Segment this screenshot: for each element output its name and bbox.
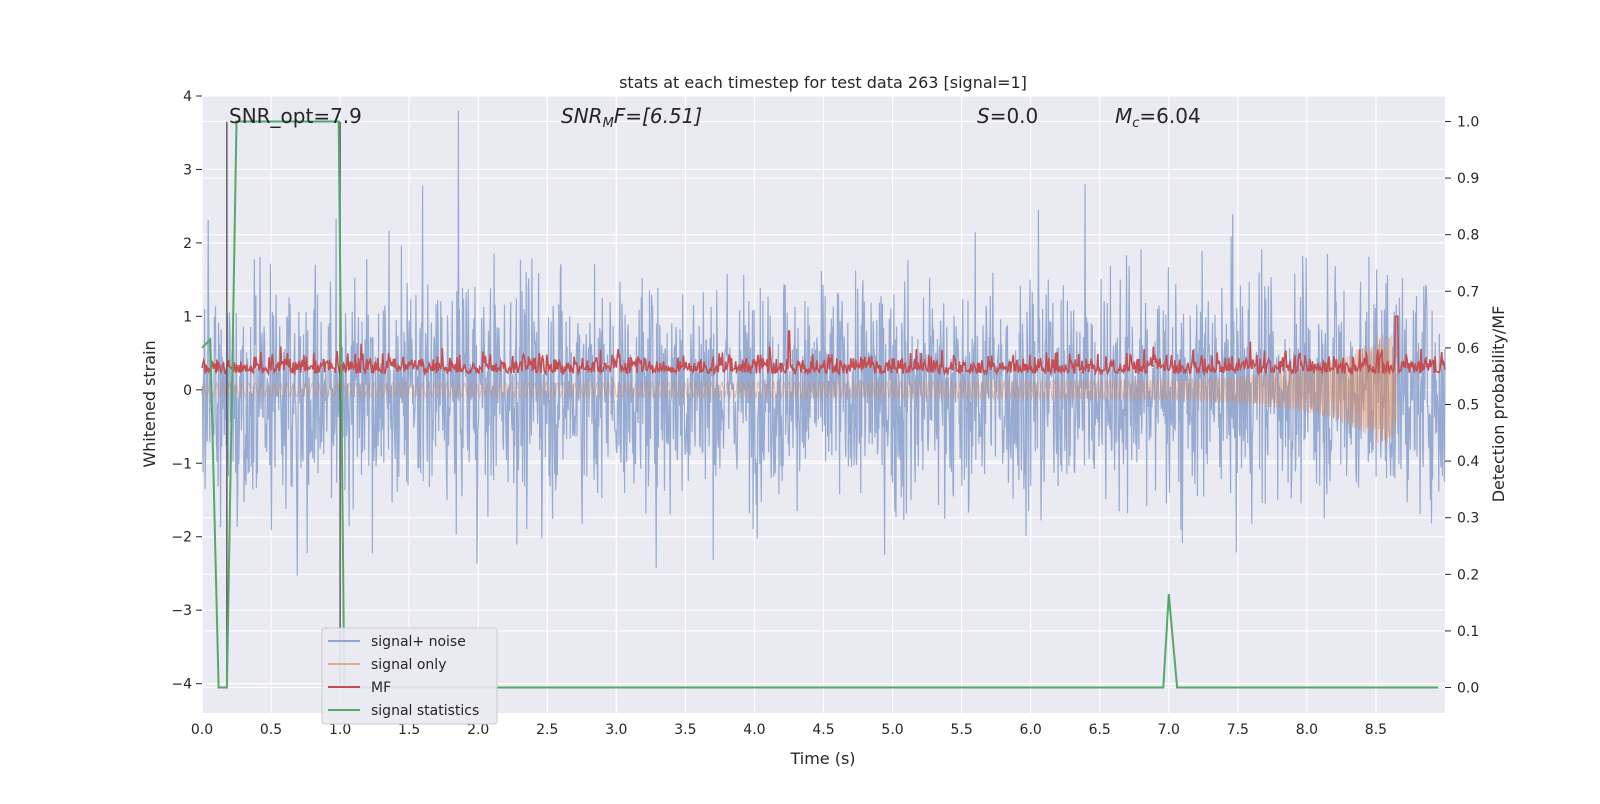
- y-left-tick-label: −1: [171, 456, 192, 472]
- y-right-tick-label: 0.8: [1457, 228, 1479, 244]
- x-tick-label: 7.0: [1158, 722, 1180, 738]
- mf-line: [201, 315, 1446, 377]
- y-left-tick-label: −4: [171, 677, 192, 693]
- x-tick-label: 1.5: [398, 722, 420, 738]
- x-tick-label: 0.0: [191, 722, 213, 738]
- annotation-snr-mf-value: F=[6.51]: [614, 104, 702, 128]
- x-tick-label: 1.0: [329, 722, 351, 738]
- y-left-tick-label: −2: [171, 530, 192, 546]
- annotation-s: S=0.0: [977, 104, 1038, 128]
- legend-label-signal-only: signal only: [371, 657, 446, 673]
- y-left-tick-label: 2: [183, 236, 192, 252]
- annotation-snr-mf-symbol: SNR: [561, 104, 603, 128]
- y-right-tick-label: 0.2: [1457, 567, 1479, 583]
- y-left-tick-label: 1: [183, 309, 192, 325]
- legend: signal+ noise signal only MF signal stat…: [321, 627, 498, 725]
- legend-label-mf: MF: [371, 680, 391, 696]
- y-left-tick-label: 0: [183, 383, 192, 399]
- y-right-ticks: 1.0 0.9 0.8 0.7 0.6 0.5 0.4 0.3 0.2 0.1 0.0: [1445, 114, 1479, 697]
- signal-only-line: [201, 334, 1398, 445]
- x-tick-label: 3.5: [674, 722, 696, 738]
- x-tick-label: 2.5: [536, 722, 558, 738]
- y-right-tick-label: 0.6: [1457, 341, 1479, 357]
- x-tick-label: 2.0: [467, 722, 489, 738]
- x-tick-label: 4.0: [743, 722, 765, 738]
- signal-plus-noise-series: [201, 110, 1446, 576]
- annotation-s-symbol: S: [977, 104, 990, 128]
- legend-label-signal-noise: signal+ noise: [371, 634, 466, 650]
- y-left-ticks: 4 3 2 1 0 −1 −2 −3 −4: [171, 89, 202, 693]
- x-tick-label: 0.5: [260, 722, 282, 738]
- annotation-snr-opt: SNR_opt=7.9: [229, 104, 362, 128]
- x-tick-label: 3.0: [605, 722, 627, 738]
- signal-statistics-line: [201, 120, 1439, 689]
- y-right-tick-label: 0.7: [1457, 284, 1479, 300]
- x-tick-label: 4.5: [812, 722, 834, 738]
- y-right-tick-label: 0.1: [1457, 624, 1479, 640]
- annotation-mc-symbol: M: [1115, 104, 1132, 128]
- annotation-mc-subscript: c: [1132, 116, 1139, 131]
- y-left-tick-label: 4: [183, 89, 192, 105]
- y-right-tick-label: 0.5: [1457, 398, 1479, 414]
- y-right-tick-label: 0.9: [1457, 171, 1479, 187]
- x-ticks: 0.0 0.5 1.0 1.5 2.0 2.5 3.0 3.5 4.0 4.5 5.0 5.5 6.0 6…: [191, 722, 1387, 738]
- annotation-snr-mf-subscript: M: [603, 116, 614, 131]
- annotation-mc: Mc=6.04: [1115, 104, 1201, 131]
- y-right-tick-label: 0.4: [1457, 454, 1479, 470]
- x-tick-label: 8.5: [1365, 722, 1387, 738]
- legend-label-signal-statistics: signal statistics: [371, 703, 479, 719]
- x-tick-label: 6.0: [1020, 722, 1042, 738]
- y-left-axis-label: Whitened strain: [140, 340, 159, 467]
- x-axis-label: Time (s): [789, 749, 855, 768]
- x-tick-label: 5.5: [950, 722, 972, 738]
- chart-title: stats at each timestep for test data 263…: [619, 73, 1027, 92]
- signal-statistics-series: [201, 120, 1439, 689]
- y-right-tick-label: 0.3: [1457, 511, 1479, 527]
- y-right-tick-label: 0.0: [1457, 681, 1479, 697]
- mf-series: [201, 315, 1446, 377]
- y-right-axis-label: Detection probability/MF: [1489, 306, 1508, 503]
- annotation-mc-value: =6.04: [1139, 104, 1200, 128]
- y-left-tick-label: 3: [183, 162, 192, 178]
- x-tick-label: 6.5: [1089, 722, 1111, 738]
- y-left-tick-label: −3: [171, 603, 192, 619]
- x-tick-label: 8.0: [1296, 722, 1318, 738]
- x-tick-label: 7.5: [1227, 722, 1249, 738]
- legend-box: [321, 627, 498, 725]
- signal-noise-line: [201, 110, 1446, 576]
- x-tick-label: 5.0: [881, 722, 903, 738]
- signal-only-series: [201, 334, 1398, 445]
- y-right-tick-label: 1.0: [1457, 114, 1479, 130]
- annotation-snr-mf: SNRMF=[6.51]: [561, 104, 702, 131]
- annotation-s-value: =0.0: [990, 104, 1039, 128]
